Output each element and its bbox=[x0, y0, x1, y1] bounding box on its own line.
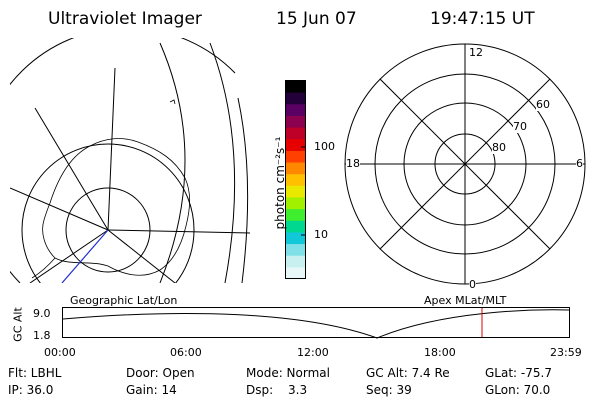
mlat-label-80: 80 bbox=[492, 141, 506, 154]
time-tick-1800: 18:00 bbox=[424, 346, 456, 359]
door-info: Door: Open bbox=[126, 366, 195, 380]
meridian-arc-2 bbox=[209, 42, 236, 283]
glat-info: GLat: -75.7 bbox=[485, 366, 552, 380]
mlt-label-6: 6 bbox=[576, 157, 583, 170]
time-tick-2359: 23:59 bbox=[550, 346, 582, 359]
gain-info: Gain: 14 bbox=[126, 383, 177, 397]
mlat-label-60: 60 bbox=[536, 98, 550, 111]
geographic-map bbox=[10, 38, 250, 283]
mlat-label-70: 70 bbox=[513, 120, 527, 133]
colorbar-cell bbox=[286, 115, 305, 129]
map-outer-arc bbox=[10, 38, 236, 283]
gc-alt-axis-title: GC Alt bbox=[11, 307, 25, 342]
colorbar-cell bbox=[286, 232, 305, 245]
colorbar-cell bbox=[286, 162, 305, 175]
colorbar-unit-label: photon cm⁻²s⁻¹ bbox=[273, 136, 287, 230]
mlt-label-12: 12 bbox=[469, 46, 483, 59]
latitude-circle-mid bbox=[21, 143, 195, 283]
meridian-arc-1 bbox=[159, 42, 186, 283]
mlt-label-18: 18 bbox=[346, 157, 360, 170]
mode-info: Mode: Normal bbox=[246, 366, 330, 380]
gc-alt-min: 1.8 bbox=[33, 329, 51, 342]
gc-alt-info: GC Alt: 7.4 Re bbox=[366, 366, 450, 380]
colorbar-cell bbox=[286, 185, 305, 198]
polar-grid bbox=[344, 43, 586, 285]
colorbar-cell bbox=[286, 104, 305, 117]
geographic-label: Geographic Lat/Lon bbox=[70, 294, 178, 307]
colorbar-cell bbox=[286, 209, 305, 222]
ip-info: IP: 36.0 bbox=[8, 383, 54, 397]
apex-label: Apex MLat/MLT bbox=[424, 294, 507, 307]
colorbar-cell bbox=[286, 92, 305, 105]
continent-outline bbox=[42, 138, 191, 276]
time-tick-0000: 00:00 bbox=[44, 346, 76, 359]
colorbar-tick-10: 10 bbox=[314, 228, 328, 241]
colorbar-cell bbox=[286, 267, 305, 280]
observation-date: 15 Jun 07 bbox=[276, 9, 357, 29]
dsp-value: 3.3 bbox=[288, 383, 308, 397]
colorbar-cell bbox=[286, 244, 305, 257]
altitude-curve bbox=[62, 309, 570, 339]
time-tick-1200: 12:00 bbox=[297, 346, 329, 359]
colorbar-cell bbox=[286, 81, 305, 94]
colorbar-tick-100: 100 bbox=[314, 140, 335, 153]
colorbar-cell bbox=[286, 255, 305, 268]
observation-time: 19:47:15 UT bbox=[430, 9, 535, 29]
filter-info: Flt: LBHL bbox=[8, 366, 62, 380]
colorbar-cell bbox=[286, 127, 305, 140]
colorbar-cell bbox=[286, 139, 305, 152]
colorbar bbox=[285, 80, 306, 280]
meridian-arc-3 bbox=[237, 97, 249, 283]
instrument-title: Ultraviolet Imager bbox=[48, 9, 202, 29]
satellite-track bbox=[61, 229, 109, 283]
time-tick-0600: 06:00 bbox=[170, 346, 202, 359]
gc-alt-max: 9.0 bbox=[33, 307, 51, 320]
altitude-timeline bbox=[62, 307, 570, 339]
glon-info: GLon: 70.0 bbox=[485, 383, 551, 397]
colorbar-cell bbox=[286, 174, 305, 187]
dsp-label: Dsp: bbox=[246, 383, 274, 397]
colorbar-cell bbox=[286, 197, 305, 210]
latitude-circle-inner bbox=[65, 187, 151, 273]
colorbar-cell bbox=[286, 220, 305, 233]
mlt-label-0: 0 bbox=[469, 278, 476, 291]
seq-info: Seq: 39 bbox=[366, 383, 412, 397]
colorbar-cell bbox=[286, 150, 305, 164]
